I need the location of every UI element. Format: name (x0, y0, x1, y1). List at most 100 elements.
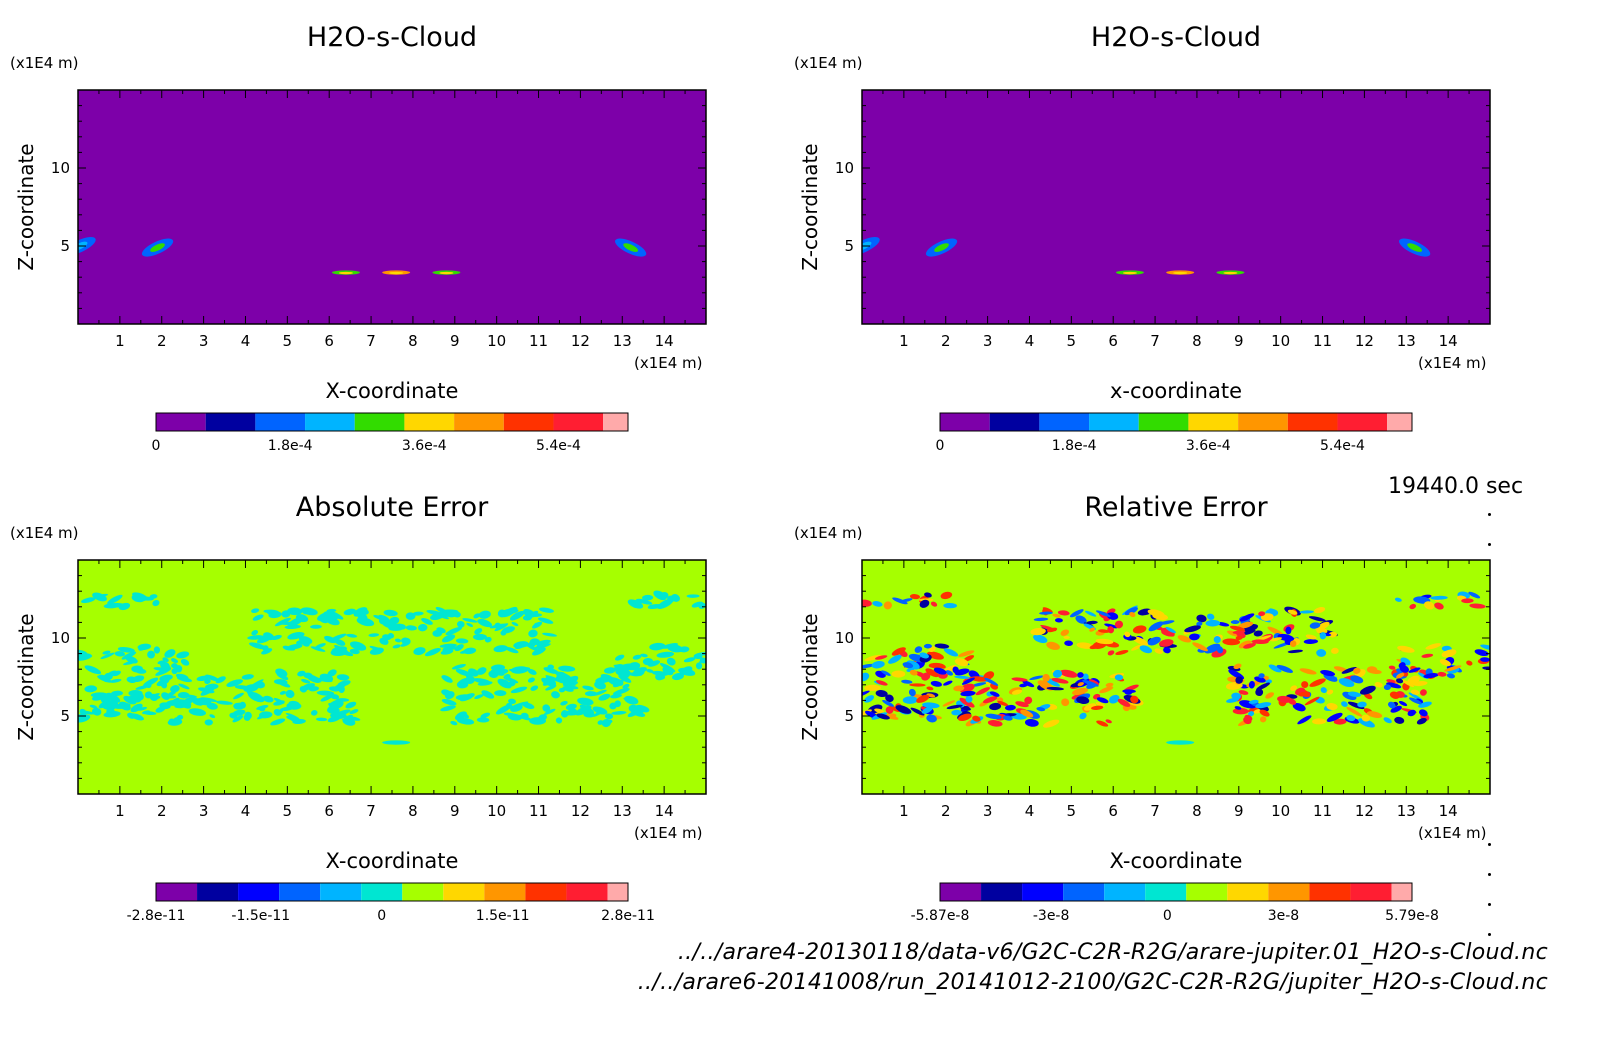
error-contour-patch (110, 602, 127, 608)
error-contour-patch (1331, 647, 1339, 654)
error-contour-patch (509, 610, 525, 621)
error-contour-patch (256, 635, 272, 644)
error-contour-patch (310, 624, 322, 629)
error-contour-patch (543, 667, 559, 674)
error-contour-patch (412, 611, 424, 616)
colorbar-segment (404, 413, 455, 431)
error-contour-patch (1029, 675, 1044, 681)
error-contour-patch (611, 710, 627, 715)
error-contour-patch (1394, 716, 1405, 724)
error-contour-patch (473, 678, 491, 684)
error-contour-patch (961, 677, 975, 685)
error-contour-patch (329, 611, 344, 620)
error-contour-patch (651, 670, 669, 676)
error-contour-patch (597, 720, 604, 725)
error-contour-patch (943, 648, 959, 657)
error-contour-patch (618, 674, 632, 683)
error-contour-patch (1099, 686, 1114, 694)
error-contour-patch (610, 693, 623, 699)
x-tick-label: 2 (941, 332, 951, 350)
error-contour-patch (660, 591, 669, 599)
error-contour-patch (1388, 665, 1396, 670)
error-contour-patch (349, 641, 367, 651)
error-contour-patch (122, 660, 138, 666)
error-contour-patch (334, 644, 345, 652)
error-contour-patch (368, 633, 380, 637)
error-contour-patch (1024, 719, 1039, 727)
error-contour-patch (114, 651, 126, 657)
error-contour-patch (698, 602, 706, 609)
error-contour-patch (135, 685, 150, 690)
y-tick-label: 10 (51, 159, 70, 177)
x-tick-label: 6 (1108, 802, 1118, 820)
error-contour-patch (562, 681, 576, 686)
cloud-streak (1166, 740, 1195, 745)
error-contour-patch (392, 644, 401, 649)
error-contour-patch (317, 612, 332, 621)
chart-panel-4: Relative Error(x1E4 m)1 2 3 4 5 6 7 8 9 10 11 12 13 1… (794, 492, 1491, 924)
cloud-streak-core (389, 271, 404, 275)
error-contour-patch (1238, 690, 1249, 695)
error-contour-patch (537, 617, 554, 624)
error-contour-patch (1084, 610, 1097, 617)
x-tick-label: 11 (1313, 802, 1332, 820)
error-contour-patch (441, 699, 457, 706)
error-contour-patch (864, 684, 881, 692)
error-contour-patch (501, 606, 518, 618)
error-contour-patch (1129, 612, 1136, 618)
error-contour-patch (107, 594, 123, 605)
error-contour-patch (430, 612, 445, 621)
error-contour-patch (1077, 672, 1084, 678)
error-contour-patch (648, 660, 661, 667)
error-contour-patch (493, 645, 508, 653)
error-contour-patch (288, 700, 301, 708)
x-tick-label: 12 (1355, 332, 1374, 350)
error-contour-patch (205, 674, 220, 682)
x-tick-label: 10 (1271, 802, 1290, 820)
error-contour-patch (1024, 696, 1033, 705)
error-contour-patch (916, 694, 930, 703)
error-contour-patch (942, 700, 956, 707)
error-contour-patch (875, 680, 888, 686)
error-contour-patch (173, 716, 180, 722)
error-contour-patch (1222, 638, 1241, 646)
error-contour-patch (1104, 623, 1118, 629)
error-contour-patch (1387, 701, 1396, 709)
error-contour-patch (876, 713, 890, 720)
colorbar-segment (305, 413, 355, 431)
error-contour-patch (327, 669, 337, 677)
error-contour-patch (474, 694, 484, 700)
error-contour-patch (1353, 667, 1361, 674)
error-contour-patch (1046, 641, 1060, 650)
error-contour-patch (1434, 602, 1444, 610)
error-contour-patch (1011, 689, 1023, 695)
error-contour-patch (902, 662, 914, 669)
error-contour-patch (595, 676, 613, 684)
error-contour-patch (84, 685, 98, 693)
error-contour-patch (183, 694, 198, 699)
colorbar-tick-label: 0 (1163, 908, 1172, 924)
error-contour-patch (891, 647, 906, 656)
error-contour-patch (545, 675, 561, 682)
error-contour-patch (958, 650, 975, 657)
error-contour-patch (117, 646, 135, 653)
error-contour-patch (1205, 619, 1221, 627)
error-contour-patch (1423, 601, 1435, 610)
error-contour-patch (1341, 666, 1357, 674)
error-contour-patch (466, 622, 474, 627)
error-contour-patch (149, 693, 160, 699)
error-contour-patch (441, 689, 452, 697)
chart-panel-3: Absolute Error(x1E4 m)1 2 3 4 5 6 7 8 9 10 11 12 13 1… (10, 492, 707, 924)
error-contour-patch (439, 609, 456, 615)
error-contour-patch (1107, 650, 1115, 656)
colorbar-segment (255, 413, 306, 431)
error-contour-patch (1256, 682, 1270, 691)
error-contour-patch (1259, 709, 1270, 717)
error-contour-patch (925, 668, 939, 678)
error-contour-patch (1063, 635, 1070, 639)
colorbar-segment (1138, 413, 1189, 431)
colorbar-segment (1227, 883, 1269, 901)
error-contour-patch (528, 640, 536, 648)
error-contour-patch (170, 685, 180, 693)
x-tick-label: 2 (941, 802, 951, 820)
